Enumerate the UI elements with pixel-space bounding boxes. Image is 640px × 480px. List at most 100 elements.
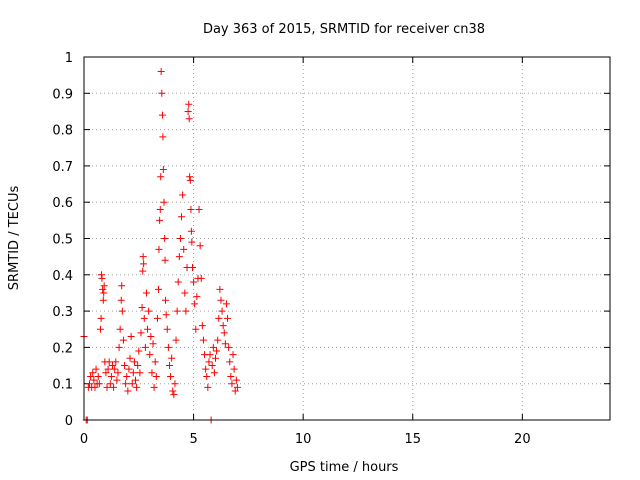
data-point bbox=[209, 343, 217, 351]
data-point bbox=[134, 362, 142, 370]
data-point bbox=[141, 343, 149, 351]
data-point bbox=[208, 362, 216, 370]
data-point bbox=[232, 376, 240, 384]
grid-lines bbox=[84, 57, 610, 420]
data-point bbox=[219, 322, 227, 330]
data-point bbox=[182, 307, 190, 315]
data-point bbox=[180, 245, 188, 253]
data-point bbox=[130, 358, 138, 366]
data-point bbox=[108, 362, 116, 370]
data-point bbox=[125, 365, 133, 373]
data-point bbox=[140, 314, 148, 322]
data-point bbox=[94, 372, 102, 380]
data-point bbox=[106, 380, 114, 388]
data-point bbox=[152, 372, 160, 380]
data-point bbox=[160, 198, 168, 206]
data-point bbox=[169, 387, 177, 395]
x-axis-label: GPS time / hours bbox=[290, 460, 399, 475]
y-tick-label: 0.9 bbox=[52, 87, 73, 102]
data-point bbox=[91, 383, 99, 391]
data-point bbox=[85, 380, 93, 388]
data-point bbox=[127, 333, 135, 341]
data-point bbox=[195, 205, 203, 213]
data-point bbox=[212, 354, 219, 362]
data-point bbox=[155, 285, 163, 293]
data-point bbox=[186, 173, 194, 181]
data-points bbox=[80, 68, 241, 424]
data-point bbox=[213, 347, 221, 355]
y-tick-label: 0.6 bbox=[52, 196, 73, 211]
data-point bbox=[157, 68, 165, 76]
data-point bbox=[119, 336, 127, 344]
data-point bbox=[188, 264, 196, 272]
x-tick-label: 20 bbox=[514, 432, 531, 447]
data-point bbox=[114, 369, 122, 377]
data-point bbox=[167, 372, 175, 380]
data-point bbox=[172, 336, 180, 344]
data-point bbox=[184, 107, 192, 115]
plot-frame bbox=[83, 56, 611, 421]
data-point bbox=[173, 307, 181, 315]
data-point bbox=[171, 380, 179, 388]
y-tick-label: 0.3 bbox=[52, 305, 73, 320]
data-point bbox=[159, 166, 167, 174]
data-point bbox=[185, 115, 193, 123]
data-point bbox=[170, 391, 178, 399]
data-point bbox=[118, 282, 126, 290]
data-point bbox=[225, 343, 233, 351]
data-point bbox=[107, 372, 115, 380]
data-point bbox=[188, 238, 196, 246]
y-tick-label: 0.1 bbox=[52, 378, 73, 393]
data-point bbox=[230, 365, 238, 373]
data-point bbox=[139, 267, 147, 275]
data-point bbox=[228, 380, 236, 388]
data-point bbox=[100, 282, 108, 290]
data-point bbox=[165, 362, 173, 370]
data-point bbox=[186, 176, 194, 184]
data-point bbox=[159, 133, 167, 141]
data-point bbox=[196, 242, 204, 250]
data-point bbox=[215, 314, 223, 322]
data-point bbox=[92, 365, 100, 373]
data-point bbox=[216, 285, 224, 293]
data-point bbox=[158, 89, 166, 97]
data-point bbox=[96, 325, 104, 333]
data-point bbox=[133, 383, 141, 391]
data-point bbox=[102, 369, 110, 377]
data-point bbox=[161, 235, 169, 242]
data-point bbox=[156, 216, 164, 224]
data-point bbox=[197, 274, 205, 282]
data-point bbox=[95, 380, 103, 388]
data-point bbox=[158, 111, 166, 119]
y-tick-label: 0.2 bbox=[52, 341, 73, 356]
data-point bbox=[156, 205, 164, 213]
data-point bbox=[150, 383, 158, 391]
data-point bbox=[149, 340, 157, 348]
data-point bbox=[135, 347, 143, 355]
data-point bbox=[87, 372, 95, 380]
data-point bbox=[226, 358, 234, 366]
data-point bbox=[126, 354, 134, 362]
data-point bbox=[139, 253, 147, 261]
data-point bbox=[214, 336, 222, 344]
data-point bbox=[112, 358, 120, 366]
data-point bbox=[178, 213, 186, 221]
chart-title: Day 363 of 2015, SRMTID for receiver cn3… bbox=[203, 22, 485, 37]
y-axis-label: SRMTID / TECUs bbox=[7, 186, 22, 291]
data-point bbox=[224, 314, 232, 322]
data-point bbox=[210, 369, 218, 377]
data-point bbox=[138, 303, 146, 311]
data-point bbox=[129, 369, 137, 377]
data-point bbox=[100, 289, 108, 297]
data-point bbox=[121, 362, 129, 370]
data-point bbox=[198, 322, 206, 330]
data-point bbox=[104, 365, 112, 373]
data-point bbox=[191, 300, 199, 308]
data-point bbox=[185, 100, 193, 108]
data-point bbox=[217, 296, 225, 304]
data-point bbox=[97, 314, 105, 322]
y-tick-label: 0.7 bbox=[52, 160, 73, 175]
x-tick-label: 15 bbox=[404, 432, 421, 447]
data-point bbox=[231, 387, 239, 395]
